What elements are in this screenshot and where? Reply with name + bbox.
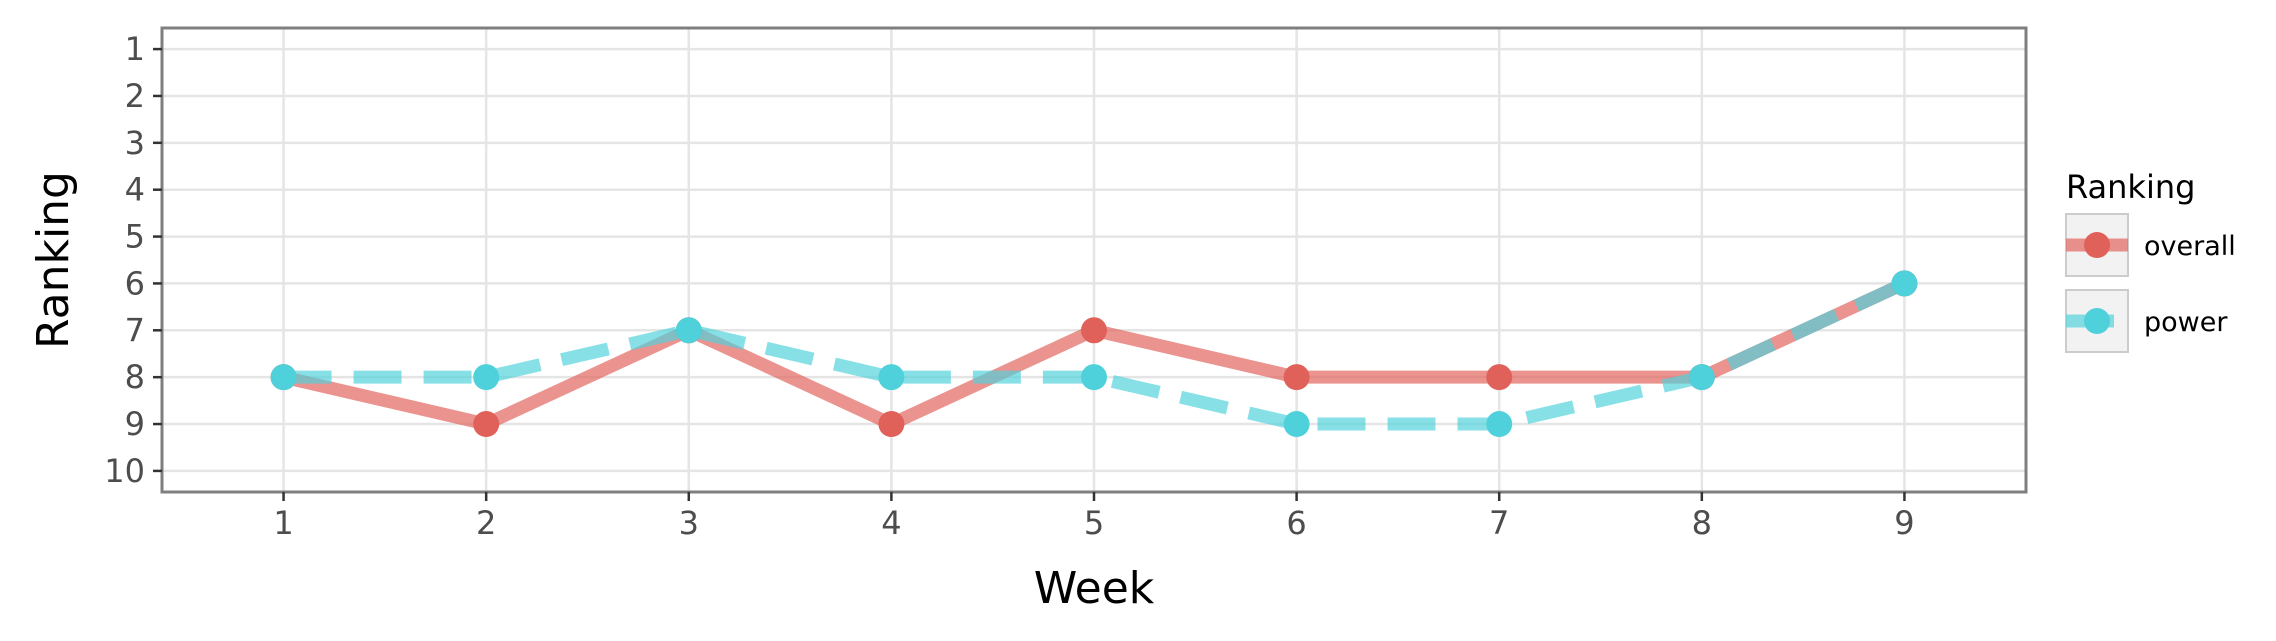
grid [162, 28, 2026, 492]
x-tick-label-2: 2 [476, 504, 496, 542]
y-tick-label-10: 10 [104, 452, 145, 490]
x-tick-label-7: 7 [1489, 504, 1509, 542]
series-point-overall-week-6 [1283, 364, 1310, 391]
x-tick-label-1: 1 [273, 504, 293, 542]
legend-label-power: power [2144, 307, 2228, 338]
series-point-power-week-2 [473, 364, 500, 391]
series-point-power-week-3 [675, 317, 702, 344]
series-point-power-week-7 [1486, 411, 1513, 438]
y-tick-label-8: 8 [125, 358, 145, 396]
legend-title: Ranking [2066, 168, 2195, 206]
legend-key-point-power [2084, 308, 2110, 334]
x-axis-title: Week [1034, 563, 1155, 614]
series-point-power-week-6 [1283, 411, 1310, 438]
series-point-power-week-1 [270, 364, 297, 391]
legend-label-overall: overall [2144, 231, 2236, 262]
y-tick-label-2: 2 [125, 77, 145, 115]
y-tick-label-9: 9 [125, 405, 145, 443]
legend-key-point-overall [2084, 232, 2110, 258]
series-point-power-week-9 [1891, 270, 1918, 297]
y-tick-label-3: 3 [125, 124, 145, 162]
x-tick-label-5: 5 [1084, 504, 1104, 542]
x-tick-label-4: 4 [881, 504, 901, 542]
y-axis-title: Ranking [28, 171, 79, 349]
y-tick-label-7: 7 [125, 311, 145, 349]
x-tick-label-8: 8 [1692, 504, 1712, 542]
series-line-power [283, 277, 1908, 431]
series-point-power-week-5 [1081, 364, 1107, 391]
series-point-power-week-4 [878, 364, 905, 391]
series-layer [270, 270, 1918, 438]
series-point-overall-week-5 [1081, 317, 1107, 344]
series-point-overall-week-4 [878, 411, 905, 438]
x-tick-label-6: 6 [1286, 504, 1306, 542]
axes: 1 2 3 4 5 6 7 8 9 1 2 3 4 5 6 7 8 9 10 [104, 30, 1914, 542]
series-point-power-week-8 [1688, 364, 1715, 391]
y-tick-label-6: 6 [125, 264, 145, 302]
y-tick-label-5: 5 [125, 218, 145, 256]
y-tick-label-1: 1 [125, 30, 145, 68]
y-tick-label-4: 4 [125, 171, 145, 209]
series-point-overall-week-7 [1486, 364, 1513, 391]
x-tick-label-3: 3 [679, 504, 699, 542]
series-point-overall-week-2 [473, 411, 500, 438]
x-tick-label-9: 9 [1894, 504, 1914, 542]
legend: Ranking overall power [2065, 168, 2236, 353]
